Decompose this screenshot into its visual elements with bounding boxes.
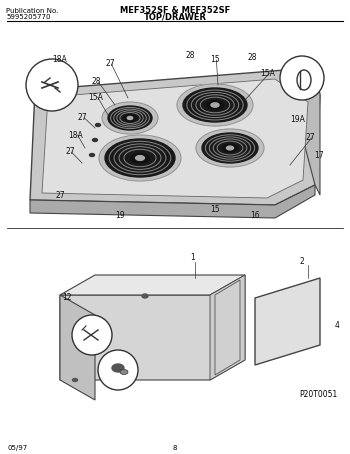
- Text: 16: 16: [250, 211, 260, 219]
- Text: 8: 8: [173, 445, 177, 451]
- Ellipse shape: [105, 139, 175, 177]
- Text: 28: 28: [92, 78, 101, 87]
- Text: 1: 1: [190, 253, 195, 262]
- Circle shape: [72, 315, 112, 355]
- Text: 19: 19: [115, 211, 125, 219]
- Text: 15: 15: [210, 206, 220, 214]
- Polygon shape: [42, 79, 308, 198]
- Ellipse shape: [131, 153, 149, 163]
- Ellipse shape: [183, 88, 247, 122]
- Ellipse shape: [223, 144, 237, 152]
- Text: 05/97: 05/97: [8, 445, 28, 451]
- Polygon shape: [60, 295, 95, 400]
- Text: 18A: 18A: [42, 67, 57, 73]
- Text: 27: 27: [105, 59, 115, 69]
- Ellipse shape: [108, 106, 152, 130]
- Ellipse shape: [177, 84, 253, 126]
- Ellipse shape: [99, 135, 181, 181]
- Ellipse shape: [226, 146, 233, 150]
- Ellipse shape: [202, 133, 258, 163]
- Polygon shape: [210, 275, 245, 380]
- Ellipse shape: [102, 102, 158, 134]
- Ellipse shape: [90, 153, 95, 157]
- Ellipse shape: [72, 379, 77, 381]
- Circle shape: [280, 56, 324, 100]
- Text: 18A: 18A: [52, 55, 67, 64]
- Text: 28: 28: [185, 50, 195, 59]
- Ellipse shape: [196, 129, 264, 167]
- Text: 27: 27: [55, 191, 65, 199]
- Text: 15A: 15A: [260, 69, 275, 78]
- Circle shape: [98, 350, 138, 390]
- Ellipse shape: [207, 101, 223, 109]
- Polygon shape: [215, 280, 240, 375]
- Ellipse shape: [136, 156, 144, 160]
- Circle shape: [26, 59, 78, 111]
- Polygon shape: [30, 70, 320, 205]
- Text: TOP/DRAWER: TOP/DRAWER: [144, 13, 206, 22]
- Text: 12: 12: [62, 293, 71, 302]
- Text: 27: 27: [78, 114, 88, 123]
- Text: 18A: 18A: [68, 130, 83, 139]
- Text: P20T0051: P20T0051: [300, 390, 338, 399]
- Polygon shape: [60, 275, 245, 295]
- Text: 17: 17: [314, 150, 324, 159]
- Text: 2: 2: [300, 257, 305, 266]
- Ellipse shape: [211, 103, 219, 107]
- Text: 15: 15: [210, 55, 220, 64]
- Ellipse shape: [120, 370, 128, 375]
- Text: 27: 27: [65, 148, 75, 157]
- Ellipse shape: [142, 294, 148, 298]
- Text: 18: 18: [297, 60, 307, 66]
- Text: MEF352SF & MEF352SF: MEF352SF & MEF352SF: [120, 6, 230, 15]
- Text: 7: 7: [90, 347, 95, 353]
- Polygon shape: [60, 275, 245, 380]
- Text: 28: 28: [248, 54, 258, 63]
- Text: 19A: 19A: [290, 115, 305, 124]
- Polygon shape: [255, 278, 320, 365]
- Ellipse shape: [127, 117, 133, 119]
- Ellipse shape: [96, 123, 100, 127]
- Text: 4: 4: [335, 321, 340, 330]
- Ellipse shape: [112, 364, 124, 372]
- Text: 27: 27: [305, 133, 315, 143]
- Text: 5995205770: 5995205770: [6, 14, 50, 20]
- Polygon shape: [285, 68, 320, 195]
- Ellipse shape: [92, 138, 98, 142]
- Polygon shape: [30, 185, 315, 218]
- Text: Publication No.: Publication No.: [6, 8, 58, 14]
- Ellipse shape: [125, 115, 135, 121]
- Text: 15A: 15A: [88, 93, 103, 102]
- Text: 44: 44: [113, 382, 123, 388]
